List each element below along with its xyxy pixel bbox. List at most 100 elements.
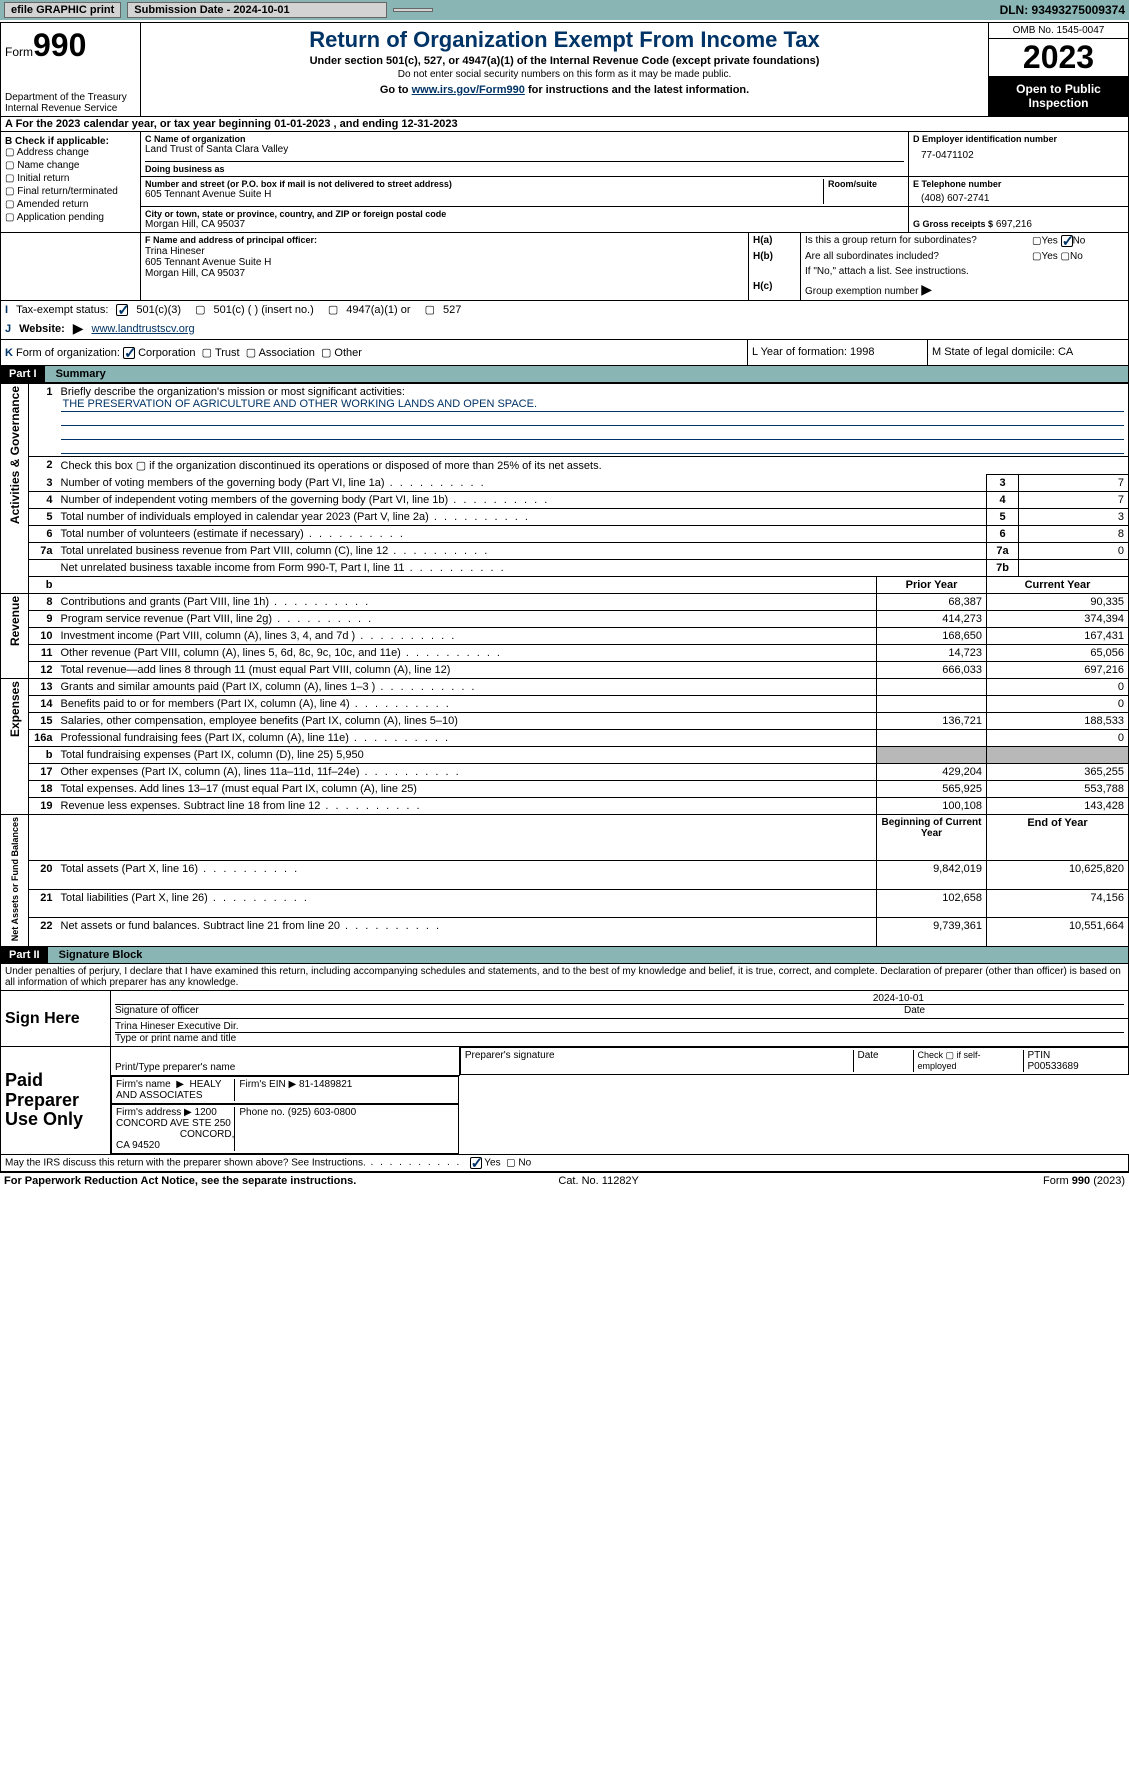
row-k: K Form of organization: Corporation ▢ Tr… — [0, 340, 1129, 366]
ptin: P00533689 — [1028, 1061, 1079, 1072]
gov-row: 5Total number of individuals employed in… — [1, 509, 1129, 526]
chk-initial-return[interactable]: ▢ Initial return — [5, 173, 136, 184]
telephone: (408) 607-2741 — [913, 189, 1124, 204]
shaded-cell — [987, 747, 1129, 764]
form-footer: Form 990 (2023) — [1043, 1175, 1125, 1187]
part1-bar: Part I Summary — [0, 366, 1129, 383]
val-3: 7 — [1019, 475, 1129, 492]
open-to-public: Open to Public Inspection — [989, 76, 1128, 116]
box-b: B Check if applicable: ▢ Address change … — [1, 132, 141, 232]
dept-treasury: Department of the Treasury Internal Reve… — [5, 92, 135, 114]
efile-print-button[interactable]: efile GRAPHIC print — [4, 2, 121, 18]
city-state-zip: Morgan Hill, CA 95037 — [145, 219, 904, 230]
sig-date: 2024-10-01 — [115, 993, 1124, 1005]
ha-yes-no: ▢Yes No — [1028, 233, 1128, 249]
officer-addr2: Morgan Hill, CA 95037 — [145, 268, 744, 279]
officer-name: Trina Hineser — [145, 246, 744, 257]
paperwork-notice: For Paperwork Reduction Act Notice, see … — [4, 1175, 356, 1187]
ssn-note: Do not enter social security numbers on … — [149, 69, 980, 80]
chk-final-return[interactable]: ▢ Final return/terminated — [5, 186, 136, 197]
tax-year: 2023 — [989, 39, 1128, 76]
gov-row: Net unrelated business taxable income fr… — [1, 560, 1129, 577]
year-box: OMB No. 1545-0047 2023 Open to Public In… — [988, 23, 1128, 116]
officer-addr1: 605 Tennant Avenue Suite H — [145, 257, 744, 268]
firm-phone: (925) 603-0800 — [288, 1107, 356, 1118]
chk-application-pending[interactable]: ▢ Application pending — [5, 212, 136, 223]
section-bcdefg: B Check if applicable: ▢ Address change … — [0, 132, 1129, 233]
shaded-cell — [877, 747, 987, 764]
side-governance: Activities & Governance — [1, 384, 29, 594]
cat-no: Cat. No. 11282Y — [558, 1175, 639, 1187]
website-link[interactable]: www.landtrustscv.org — [92, 323, 195, 335]
summary-table: Activities & Governance 1 Briefly descri… — [0, 383, 1129, 947]
discuss-text: May the IRS discuss this return with the… — [5, 1157, 461, 1168]
omb-number: OMB No. 1545-0047 — [989, 23, 1128, 39]
box-b-header: B Check if applicable: — [5, 136, 136, 147]
side-net-assets: Net Assets or Fund Balances — [1, 815, 29, 947]
side-expenses: Expenses — [1, 679, 29, 815]
title-subtitle: Under section 501(c), 527, or 4947(a)(1)… — [149, 55, 980, 67]
discuss-yes-chk[interactable] — [470, 1157, 482, 1169]
efile-topbar: efile GRAPHIC print Submission Date - 20… — [0, 0, 1129, 20]
mission: THE PRESERVATION OF AGRICULTURE AND OTHE… — [61, 398, 1125, 412]
side-revenue: Revenue — [1, 594, 29, 679]
org-name: Land Trust of Santa Clara Valley — [145, 144, 904, 155]
box-d: D Employer identification number 77-0471… — [908, 132, 1128, 177]
chk-corporation[interactable] — [123, 347, 135, 359]
row-a-tax-year: A For the 2023 calendar year, or tax yea… — [0, 117, 1129, 132]
chk-address-change[interactable]: ▢ Address change — [5, 147, 136, 158]
box-e: E Telephone number (408) 607-2741 — [908, 177, 1128, 207]
box-c-name: C Name of organization Land Trust of San… — [141, 132, 908, 177]
gov-row: 3Number of voting members of the governi… — [1, 475, 1129, 492]
box-h: H(a) Is this a group return for subordin… — [748, 233, 1128, 300]
ein: 77-0471102 — [913, 144, 1124, 161]
form-header: Form990 Department of the Treasury Inter… — [0, 22, 1129, 117]
spacer — [393, 8, 433, 12]
gov-row: 4Number of independent voting members of… — [1, 492, 1129, 509]
gov-row: 7aTotal unrelated business revenue from … — [1, 543, 1129, 560]
part2-title: Signature Block — [51, 947, 151, 963]
box-city: City or town, state or province, country… — [141, 207, 908, 232]
officer-name-title: Trina Hineser Executive Dir. — [115, 1021, 1124, 1033]
part1-title: Summary — [48, 366, 114, 382]
dln: DLN: 93493275009374 — [1000, 3, 1125, 17]
part1-hdr: Part I — [1, 366, 45, 382]
line2: Check this box ▢ if the organization dis… — [57, 457, 1129, 475]
row-j: J Website: ▶ www.landtrustscv.org — [0, 318, 1129, 340]
title-main: Return of Organization Exempt From Incom… — [149, 27, 980, 53]
gov-row: 6Total number of volunteers (estimate if… — [1, 526, 1129, 543]
part2-hdr: Part II — [1, 947, 48, 963]
chk-501c3[interactable] — [116, 304, 128, 316]
arrow-icon: ▶ — [921, 281, 932, 297]
left-spacer — [1, 233, 141, 300]
year-formation: L Year of formation: 1998 — [748, 340, 928, 365]
row-i: I Tax-exempt status: 501(c)(3) ▢ 501(c) … — [0, 301, 1129, 318]
paid-preparer: Paid Preparer Use Only — [1, 1047, 111, 1155]
box-c-main: C Name of organization Land Trust of San… — [141, 132, 1128, 232]
box-f: F Name and address of principal officer:… — [141, 233, 748, 300]
footer: For Paperwork Reduction Act Notice, see … — [0, 1172, 1129, 1189]
chk-name-change[interactable]: ▢ Name change — [5, 160, 136, 171]
form-id-box: Form990 Department of the Treasury Inter… — [1, 23, 141, 116]
form990-link[interactable]: www.irs.gov/Form990 — [412, 84, 525, 96]
chk-amended-return[interactable]: ▢ Amended return — [5, 199, 136, 210]
sign-here: Sign Here — [1, 991, 111, 1047]
section-fh: F Name and address of principal officer:… — [0, 233, 1129, 301]
firm-ein: 81-1489821 — [299, 1079, 352, 1090]
form-word: Form — [5, 45, 33, 59]
submission-date: Submission Date - 2024-10-01 — [127, 2, 387, 18]
state-domicile: M State of legal domicile: CA — [928, 340, 1128, 365]
goto-line: Go to www.irs.gov/Form990 for instructio… — [149, 84, 980, 96]
arrow-icon: ▶ — [73, 320, 84, 337]
box-g: G Gross receipts $ 697,216 — [908, 207, 1128, 232]
gross-receipts: 697,216 — [996, 219, 1032, 230]
perjury-text: Under penalties of perjury, I declare th… — [0, 964, 1129, 990]
box-addr: Number and street (or P.O. box if mail i… — [141, 177, 908, 207]
form-number: 990 — [33, 27, 86, 63]
signature-table: Sign Here 2024-10-01 Signature of office… — [0, 990, 1129, 1172]
hb-yes-no: ▢Yes ▢No — [1028, 249, 1128, 264]
title-block: Return of Organization Exempt From Incom… — [141, 23, 988, 116]
part2-bar: Part II Signature Block — [0, 947, 1129, 964]
street-address: 605 Tennant Avenue Suite H — [145, 189, 819, 200]
ha-no-checked[interactable] — [1061, 235, 1073, 247]
